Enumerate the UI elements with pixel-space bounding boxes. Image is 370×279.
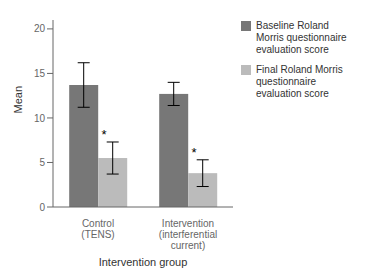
svg-text:Intervention group: Intervention group: [99, 256, 188, 268]
html-text:Final Roland Morris questionna: Final Roland Morris questionnaire evalua…: [256, 64, 343, 99]
svg-text:*: *: [101, 127, 106, 142]
svg-text:10: 10: [34, 113, 46, 124]
html-text:Baseline Roland Morris questio: Baseline Roland Morris questionnaire eva…: [256, 20, 347, 55]
svg-text:Intervention(interferentialcur: Intervention(interferentialcurrent): [159, 218, 217, 251]
svg-text:*: *: [191, 145, 196, 160]
svg-text:20: 20: [34, 23, 46, 34]
svg-text:Control(TENS): Control(TENS): [81, 218, 114, 240]
svg-text:0: 0: [39, 202, 45, 213]
svg-text:Mean: Mean: [12, 86, 24, 114]
svg-text:5: 5: [39, 157, 45, 168]
svg-text:15: 15: [34, 68, 46, 79]
